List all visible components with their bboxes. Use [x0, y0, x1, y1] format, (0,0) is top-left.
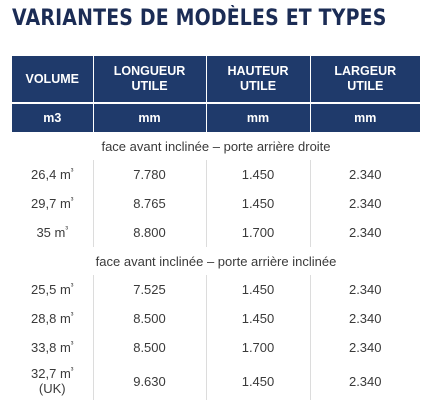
unit-hauteur: mm [205, 102, 310, 132]
cell-longueur: 7.780 [92, 160, 206, 189]
cell-volume: 35 m³ [36, 224, 69, 240]
cell-volume: 33,8 m³ [31, 339, 74, 355]
cell-hauteur: 1.700 [205, 218, 310, 247]
unit-longueur: mm [92, 102, 206, 132]
cell-largeur: 2.340 [309, 304, 420, 333]
cell-largeur: 2.340 [309, 189, 420, 218]
cell-hauteur: 1.450 [205, 189, 310, 218]
cell-hauteur: 1.450 [205, 304, 310, 333]
section-row: face avant inclinée – porte arrière incl… [12, 247, 420, 275]
header-row: VOLUME LONGUEUR UTILE HAUTEUR UTILE LARGEU… [12, 56, 420, 103]
cell-hauteur: 1.450 [205, 160, 310, 189]
section-row: face avant inclinée – porte arrière droi… [12, 132, 420, 160]
cell-largeur: 2.340 [309, 275, 420, 304]
unit-volume: m3 [12, 102, 93, 132]
cell-longueur: 8.500 [92, 333, 206, 362]
section-label: face avant inclinée – porte arrière incl… [95, 253, 337, 269]
unit-largeur: mm [309, 102, 420, 132]
cell-longueur: 8.500 [92, 304, 206, 333]
table-row: 26,4 m³ 7.780 1.450 2.340 [12, 160, 420, 189]
cell-volume: 32,7 m³ (UK) [31, 365, 74, 396]
cell-hauteur: 1.700 [205, 333, 310, 362]
cell-hauteur: 1.450 [205, 275, 310, 304]
cell-volume: 26,4 m³ [31, 166, 74, 182]
header-largeur: LARGEUR UTILE [309, 56, 420, 103]
cell-largeur: 2.340 [309, 362, 420, 400]
cell-longueur: 8.765 [92, 189, 206, 218]
cell-largeur: 2.340 [309, 218, 420, 247]
cell-longueur: 7.525 [92, 275, 206, 304]
cell-largeur: 2.340 [309, 333, 420, 362]
header-hauteur: HAUTEUR UTILE [205, 56, 310, 103]
cell-hauteur: 1.450 [205, 362, 310, 400]
section-label: face avant inclinée – porte arrière droi… [101, 138, 331, 154]
table-row: 33,8 m³ 8.500 1.700 2.340 [12, 333, 420, 362]
table-row: 32,7 m³ (UK) 9.630 1.450 2.340 [12, 362, 420, 400]
header-longueur: LONGUEUR UTILE [92, 56, 206, 103]
cell-volume: 28,8 m³ [31, 310, 74, 326]
units-row: m3 mm mm mm [12, 102, 420, 132]
table-row: 25,5 m³ 7.525 1.450 2.340 [12, 275, 420, 304]
table-row: 35 m³ 8.800 1.700 2.340 [12, 218, 420, 247]
cell-longueur: 8.800 [92, 218, 206, 247]
table-row: 28,8 m³ 8.500 1.450 2.340 [12, 304, 420, 333]
table-row: 29,7 m³ 8.765 1.450 2.340 [12, 189, 420, 218]
cell-volume: 29,7 m³ [31, 195, 74, 211]
page-title: VARIANTES DE MODÈLES ET TYPES [12, 6, 387, 31]
cell-largeur: 2.340 [309, 160, 420, 189]
variants-table: VOLUME LONGUEUR UTILE HAUTEUR UTILE LARGEU… [12, 56, 420, 400]
header-volume: VOLUME [12, 56, 93, 103]
cell-longueur: 9.630 [92, 362, 206, 400]
cell-volume: 25,5 m³ [31, 281, 74, 297]
